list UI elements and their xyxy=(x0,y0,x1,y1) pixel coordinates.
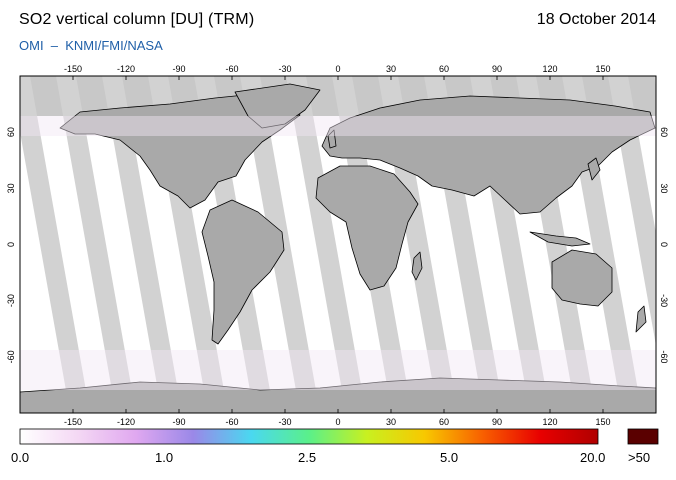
southern-noise-band xyxy=(20,350,656,390)
south-america xyxy=(201,199,285,345)
colorbar-label-4: 20.0 xyxy=(580,450,606,465)
lon-tick-bottom-2: -90 xyxy=(172,417,185,427)
lat-tick-right-2: 0 xyxy=(659,242,669,247)
lon-tick-bottom-10: 150 xyxy=(595,417,610,427)
lon-tick-top-2: -90 xyxy=(172,64,185,74)
northern-noise-band xyxy=(20,116,656,136)
lon-tick-top-9: 120 xyxy=(542,64,557,74)
lon-tick-bottom-4: -30 xyxy=(278,417,291,427)
swath-gap-2 xyxy=(102,76,182,413)
lat-tick-left-2: 0 xyxy=(6,242,16,247)
madagascar xyxy=(411,251,423,281)
lat-tick-right-4: -60 xyxy=(659,350,669,363)
data-source: OMI – KNMI/FMI/NASA xyxy=(19,38,163,53)
japan xyxy=(587,157,601,181)
colorbar-label-2: 2.5 xyxy=(298,450,317,465)
lon-tick-bottom-1: -120 xyxy=(117,417,135,427)
colorbar-label-0: 0.0 xyxy=(11,450,30,465)
maritime-se-asia xyxy=(529,231,591,247)
lat-tick-right-1: 30 xyxy=(659,183,669,193)
lon-tick-bottom-9: 120 xyxy=(542,417,557,427)
greenland xyxy=(234,83,321,129)
colorbar-overflow-label: >50 xyxy=(628,450,651,465)
africa xyxy=(315,165,419,291)
axis-ticks: -150 -150 -120 -120 -90 -90 -60 -60 -30 -30 0 0 30 30… xyxy=(6,64,669,427)
lon-tick-bottom-8: 90 xyxy=(492,417,502,427)
lon-tick-top-1: -120 xyxy=(117,64,135,74)
swath-gap-1 xyxy=(56,76,136,413)
map-title: SO2 vertical column [DU] (TRM) xyxy=(19,11,255,28)
lon-tick-bottom-7: 60 xyxy=(439,417,449,427)
lon-tick-top-0: -150 xyxy=(64,64,82,74)
lat-tick-left-4: -60 xyxy=(6,350,16,363)
lon-tick-top-7: 60 xyxy=(439,64,449,74)
antarctica xyxy=(20,377,656,413)
lat-tick-left-3: -30 xyxy=(6,294,16,307)
swath-gap-0 xyxy=(20,76,90,413)
lat-tick-right-0: 60 xyxy=(659,127,669,137)
map-date: 18 October 2014 xyxy=(536,11,656,28)
lon-tick-top-4: -30 xyxy=(278,64,291,74)
colorbar-overflow-box xyxy=(627,428,659,445)
colorbar-label-1: 1.0 xyxy=(155,450,174,465)
australia xyxy=(551,249,613,307)
lat-tick-left-1: 30 xyxy=(6,183,16,193)
lon-tick-top-8: 90 xyxy=(492,64,502,74)
colorbar xyxy=(19,428,599,445)
lat-tick-right-3: -30 xyxy=(659,294,669,307)
lon-tick-bottom-6: 30 xyxy=(386,417,396,427)
continents xyxy=(20,83,656,413)
map-content xyxy=(20,76,656,413)
lon-tick-bottom-0: -150 xyxy=(64,417,82,427)
lon-tick-top-3: -60 xyxy=(225,64,238,74)
colorbar-label-3: 5.0 xyxy=(440,450,459,465)
british-isles xyxy=(327,129,337,149)
eurasia xyxy=(321,95,656,215)
lon-tick-bottom-5: 0 xyxy=(335,417,340,427)
north-america xyxy=(59,93,301,209)
lon-tick-top-10: 150 xyxy=(595,64,610,74)
swath-gap-6 xyxy=(286,76,366,413)
lat-tick-left-0: 60 xyxy=(6,127,16,137)
lon-tick-top-5: 0 xyxy=(335,64,340,74)
lon-tick-bottom-3: -60 xyxy=(225,417,238,427)
new-zealand xyxy=(635,305,647,333)
lon-tick-top-6: 30 xyxy=(386,64,396,74)
